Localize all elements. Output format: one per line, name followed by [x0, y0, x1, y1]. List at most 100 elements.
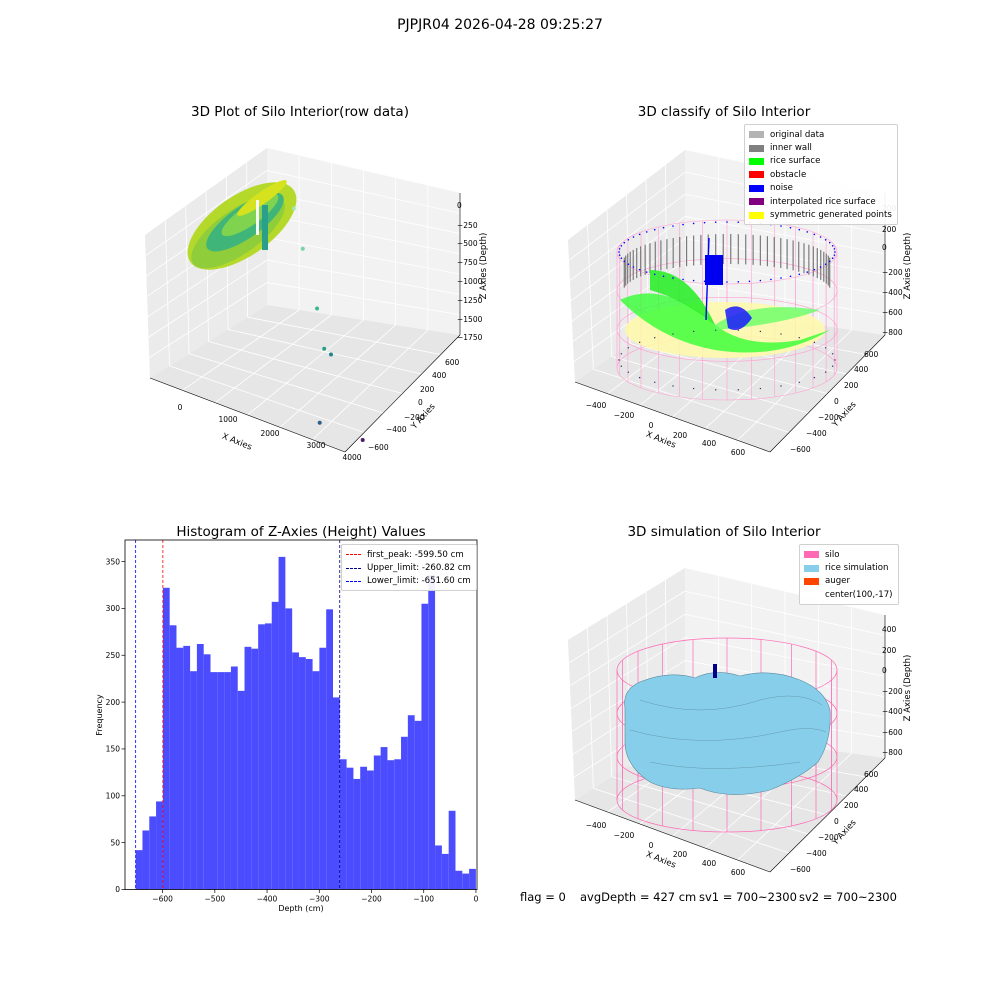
panel1-y-tick: 200 — [420, 385, 435, 394]
noise-point — [632, 236, 635, 238]
panel1-z-tick: −1500 — [457, 315, 483, 324]
histogram-x-tick-label: −300 — [309, 895, 330, 904]
noise-point — [789, 226, 792, 229]
legend-line — [346, 567, 361, 569]
panel1-z-tick: −1000 — [457, 277, 483, 286]
gridline — [569, 193, 686, 281]
status-sv2: sv2 = 700~2300 — [799, 890, 897, 904]
histogram-bar — [346, 767, 354, 890]
noise-point — [748, 280, 751, 283]
gridline — [569, 613, 686, 687]
gridline — [164, 220, 170, 366]
legend-swatch — [749, 198, 764, 206]
histogram-bar — [237, 690, 245, 890]
panel1-x-ticks: 0 1000 2000 3000 4000 — [178, 403, 362, 462]
histogram-bar — [353, 778, 361, 890]
panel1-z-tick: −250 — [457, 221, 478, 230]
panel4-z-tick: −400 — [882, 707, 903, 716]
panel2-y-tick: −200 — [818, 413, 839, 422]
histogram-bar — [414, 720, 422, 890]
histogram-bar — [190, 671, 197, 890]
legend-entry-lower-limit: Lower_limit: -651.60 cm — [346, 575, 471, 588]
panel1-z-ticks: 0 −250 −500 −750 −1000 −1250 −1500 −1750 — [457, 201, 483, 342]
panel2-title: 3D classify of Silo Interior — [637, 104, 811, 120]
histogram-bar — [210, 672, 218, 890]
noise-point — [834, 251, 836, 253]
panel1-x-tick: 1000 — [218, 415, 237, 424]
noise-point — [715, 389, 717, 391]
outlier-point — [291, 206, 296, 211]
noise-point — [834, 359, 836, 361]
histogram-bar — [298, 657, 306, 890]
noise-point — [806, 231, 809, 233]
noise-point — [798, 273, 801, 276]
gridline — [684, 590, 886, 636]
panel4-x-tick: 600 — [731, 868, 746, 877]
noise-point — [620, 353, 623, 355]
gridline — [312, 329, 429, 440]
noise-point — [623, 260, 626, 263]
gridline — [182, 309, 300, 391]
panel1-z-label: Z Axies (Depth) — [479, 233, 489, 300]
gridline — [247, 319, 364, 416]
gridline — [684, 216, 886, 255]
noise-point — [645, 231, 648, 233]
histogram-bar — [258, 624, 265, 890]
histogram-x-tick-label: −200 — [361, 895, 382, 904]
histogram-bar — [244, 646, 252, 890]
noise-point — [620, 257, 623, 260]
noise-point — [819, 266, 822, 268]
panel1-3d-plot: 0 1000 2000 3000 4000 −600 −400 −200 0 2… — [145, 148, 489, 462]
histogram-y-tick-label: 150 — [106, 745, 121, 754]
panel1-y-tick: 600 — [445, 358, 460, 367]
gridline — [266, 170, 461, 214]
panel2-x-ticks: −400 −200 0 200 400 600 — [586, 401, 746, 457]
noise-point — [828, 260, 831, 263]
histogram-bar — [435, 845, 442, 890]
histogram-y-tick-label: 200 — [106, 698, 121, 707]
gridline — [684, 613, 886, 657]
gridline — [266, 282, 461, 316]
panel2-3d-plot: −400 −200 0 200 400 600 −600 −400 −200 0… — [568, 150, 913, 457]
panel2-point-cloud — [620, 237, 830, 358]
legend-swatch — [749, 171, 764, 179]
gridline — [148, 259, 268, 338]
legend-swatch — [749, 144, 764, 152]
panel1-x-tick: 4000 — [342, 453, 361, 462]
panel4-x-tick: 400 — [702, 859, 717, 868]
noise-point — [618, 359, 620, 361]
noise-point — [682, 223, 684, 226]
gridline — [149, 282, 268, 358]
panel2-y-tick: −600 — [790, 445, 811, 454]
noise-point — [703, 221, 706, 224]
panel4-z-tick: −600 — [882, 728, 903, 737]
legend-swatch — [804, 564, 819, 572]
outlier-point — [315, 306, 320, 311]
noise-point — [638, 341, 641, 344]
noise-point — [703, 280, 706, 283]
panel4-z-tick: −800 — [882, 748, 903, 757]
legend-line — [346, 554, 361, 556]
panel4-y-tick: −600 — [790, 865, 811, 874]
histogram-bars — [135, 556, 476, 890]
legend-swatch — [804, 551, 819, 559]
panel1-x-label: X Axies — [220, 432, 253, 453]
panel2-inner-wall — [623, 234, 831, 288]
noise-point — [813, 233, 816, 236]
histogram-bar — [217, 672, 225, 890]
noise-point — [692, 222, 695, 225]
noise-point — [726, 221, 728, 223]
histogram-bar — [264, 623, 272, 890]
noise-point — [654, 381, 656, 383]
gridline — [266, 259, 461, 295]
legend-entry-silo: silo — [804, 548, 893, 561]
legend-swatch — [749, 131, 764, 139]
panel2-y-ticks: −600 −400 −200 0 200 400 600 — [790, 350, 879, 454]
histogram-bar — [312, 671, 320, 890]
histogram-x-tick-label: −500 — [205, 895, 226, 904]
panel2-legend: original data inner wall rice surface ob… — [744, 124, 898, 225]
noise-point — [638, 268, 641, 271]
noise-point — [828, 241, 831, 244]
gridline — [185, 205, 190, 354]
noise-point — [833, 254, 836, 256]
